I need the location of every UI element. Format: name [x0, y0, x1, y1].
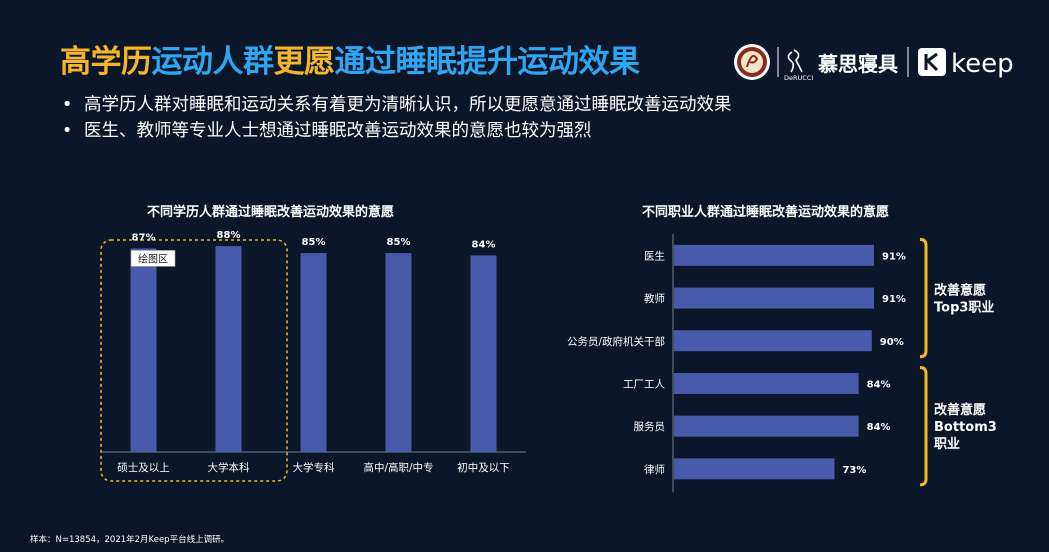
y-tick-label: 工厂工人: [623, 378, 665, 390]
bar: [674, 415, 859, 437]
bar: [470, 255, 497, 452]
chart-area-tooltip: [130, 250, 176, 267]
group-annotation-label: 改善意愿: [934, 402, 986, 418]
education-chart-title: 不同学历人群通过睡眠改善运动效果的意愿: [147, 205, 395, 220]
bar-value-label: 85%: [302, 237, 326, 248]
derucci-monogram-icon: [787, 49, 803, 73]
derucci-seal-icon: [734, 44, 770, 80]
keep-wordmark: keep: [951, 49, 1014, 79]
footnote: 样本：N=13854，2021年2月Keep平台线上调研。: [30, 535, 230, 545]
group-bracket: [919, 365, 928, 487]
derucci-latin: DeRUCCI: [784, 74, 813, 82]
bar: [300, 253, 327, 452]
keep-k-icon: [918, 48, 946, 76]
title-highlight-willing: 更愿: [273, 44, 336, 80]
occupation-bar-chart: 91% 医生 91% 教师 90% 公务员/政府机关干部 84% 工厂工人 84% 服务员 73% 律…: [567, 234, 997, 493]
bar: [130, 248, 157, 452]
bar-value-label: 84%: [867, 422, 891, 433]
bar-value-label: 87%: [132, 232, 156, 243]
y-tick-label: 教师: [644, 292, 665, 305]
highlight-frame: [100, 239, 288, 482]
bar-value-label: 91%: [882, 251, 906, 262]
title-segment-sleep: 通过睡眠提升运动效果: [334, 44, 641, 80]
bar: [674, 458, 835, 480]
group-annotation-label: Top3职业: [934, 300, 994, 316]
bar-value-label: 85%: [387, 237, 411, 248]
bar-value-label: 84%: [867, 379, 891, 390]
title-highlight-education: 高学历: [60, 44, 152, 80]
education-bar-chart: 87% 硕士及以上 88% 大学本科 85% 大学专科 85% 高中/高职/中专 84% 初中及以…: [100, 230, 526, 482]
x-tick-label: 大学专科: [293, 461, 335, 474]
bar: [674, 244, 874, 266]
bar-value-label: 88%: [217, 230, 241, 241]
x-tick-label: 初中及以下: [457, 461, 510, 474]
group-bracket: [919, 237, 928, 359]
x-tick-label: 大学本科: [208, 461, 250, 474]
bar-value-label: 90%: [880, 337, 904, 348]
y-tick-label: 公务员/政府机关干部: [567, 335, 665, 348]
page-title: 高学历运动人群更愿通过睡眠提升运动效果: [60, 36, 640, 81]
y-tick-label: 医生: [644, 249, 665, 262]
derucci-wordmark: 慕思寝具: [818, 52, 898, 76]
x-tick-label: 高中/高职/中专: [363, 461, 433, 474]
bar: [385, 253, 412, 452]
bar: [674, 330, 872, 352]
key-point: 医生、教师等专业人士想通过睡眠改善运动效果的意愿也较为强烈: [62, 118, 732, 144]
bar-value-label: 73%: [842, 465, 866, 476]
y-tick-label: 服务员: [634, 420, 666, 433]
key-point: 高学历人群对睡眠和运动关系有着更为清晰认识，所以更愿意通过睡眠改善运动效果: [62, 92, 732, 118]
title-segment-people: 运动人群: [151, 44, 275, 80]
chart-area-tooltip-label: 绘图区: [138, 252, 168, 265]
bar-value-label: 91%: [882, 294, 906, 305]
key-points: 高学历人群对睡眠和运动关系有着更为清晰认识，所以更愿意通过睡眠改善运动效果 医生…: [62, 92, 732, 144]
group-annotation-label: 职业: [934, 436, 960, 452]
bar: [215, 246, 242, 452]
y-tick-label: 律师: [644, 463, 665, 476]
group-annotation-label: Bottom3: [934, 420, 997, 435]
bar: [674, 287, 874, 309]
bar-value-label: 84%: [472, 239, 496, 250]
x-tick-label: 硕士及以上: [117, 461, 170, 474]
bar: [674, 372, 859, 394]
occupation-chart-title: 不同职业人群通过睡眠改善运动效果的意愿: [642, 205, 890, 220]
group-annotation-label: 改善意愿: [934, 283, 986, 299]
brand-logos: DeRUCCI 慕思寝具 keep: [734, 44, 1014, 82]
